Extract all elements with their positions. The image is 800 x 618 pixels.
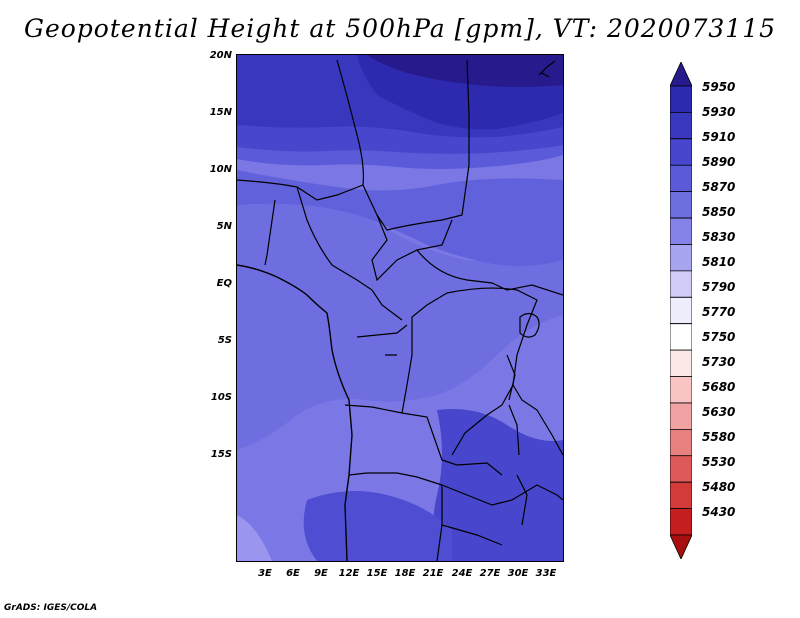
colorbar-box [670,376,692,404]
colorbar-box [670,428,692,457]
field-south-5880 [303,491,452,561]
colorbar-box [670,296,692,325]
field-5850-band [237,200,563,450]
lon-label: 33E [535,568,557,579]
border-lines-south [348,472,558,561]
colorbar-box [670,270,692,298]
border-lines-east [446,287,563,456]
colorbar-box [670,217,692,245]
lon-label: 24E [451,568,473,579]
lon-label: 12E [338,568,360,579]
colorbar-box [670,534,692,559]
field-5860-band [237,170,563,266]
colorbar-label: 5890 [702,155,736,169]
lon-label: 30E [507,568,529,579]
lat-label: 10N [209,164,232,175]
colorbar-label: 5950 [702,80,736,94]
colorbar-box [670,62,692,87]
field-south-5890 [433,409,563,561]
colorbar-box [670,508,692,536]
colorbar-label: 5530 [702,455,736,469]
colorbar [670,62,692,559]
nile-delta-coast [538,60,556,78]
colorbar-label: 5580 [702,430,736,444]
colorbar-box [670,191,692,219]
lat-label: EQ [216,278,232,289]
lake-tanganyika [508,404,563,501]
lon-label: 21E [422,568,444,579]
colorbar-label: 5770 [702,305,736,319]
coastline-atlantic [237,264,353,561]
colorbar-label: 5910 [702,130,736,144]
colorbar-box [670,455,692,483]
colorbar-box [670,481,692,509]
lon-label: 3E [258,568,272,579]
border-lines [336,59,470,231]
colorbar-box [670,112,692,140]
colorbar-boxes [670,62,692,559]
colorbar-label: 5870 [702,180,736,194]
lake-victoria [506,312,540,401]
colorbar-box [670,402,692,430]
colorbar-label: 5790 [702,280,736,294]
lat-label: 15S [210,449,232,460]
border-lines-central [371,214,563,296]
lon-label: 18E [394,568,416,579]
colorbar-label: 5930 [702,105,736,119]
colorbar-box [670,349,692,377]
colorbar-label: 5830 [702,230,736,244]
border-lines-west [237,179,403,321]
colorbar-label: 5680 [702,380,736,394]
colorbar-box [670,85,692,113]
lon-label: 6E [286,568,300,579]
field-southwest-5830 [237,515,272,561]
border-lines-congo [344,292,503,476]
colorbar-box [670,244,692,272]
colorbar-label: 5850 [702,205,736,219]
colorbar-box [670,138,692,166]
lat-label: 5N [216,221,232,232]
lon-label: 15E [366,568,388,579]
map-title: Geopotential Height at 500hPa [gpm], VT:… [23,14,777,43]
lon-label: 9E [314,568,328,579]
geopotential-field [237,55,563,561]
lat-label: 20N [209,50,232,61]
lat-label: 15N [209,107,232,118]
colorbar-label: 5630 [702,405,736,419]
colorbar-label: 5430 [702,505,736,519]
colorbar-label: 5480 [702,480,736,494]
map-panel [236,54,564,562]
colorbar-label: 5730 [702,355,736,369]
lat-label: 5S [217,335,232,346]
colorbar-box [670,323,692,351]
lon-label: 27E [479,568,501,579]
grads-credit: GrADS: IGES/COLA [4,603,98,613]
colorbar-label: 5750 [702,330,736,344]
field-5950 [367,55,563,87]
colorbar-label: 5810 [702,255,736,269]
colorbar-box [670,164,692,193]
lat-label: 10S [210,392,232,403]
